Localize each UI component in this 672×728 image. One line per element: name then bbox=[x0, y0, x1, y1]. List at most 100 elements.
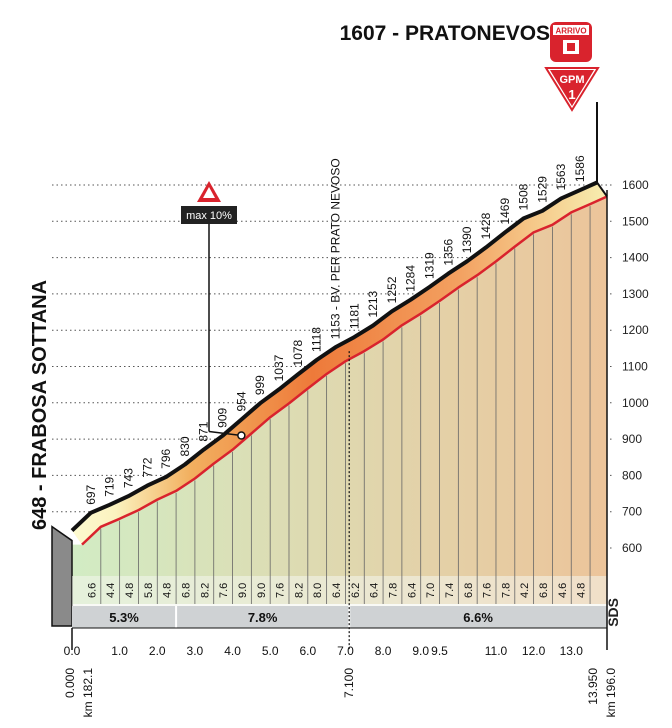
altitude-label: 1213 bbox=[366, 290, 380, 317]
segment-gradient-label: 6.4 bbox=[331, 583, 343, 598]
bottom-label: km 196.0 bbox=[604, 668, 618, 718]
x-tick-label: 1.0 bbox=[111, 644, 128, 658]
axes: 0.0 1.0 2.0 3.0 4.0 5.0 6.0 7.0 8.0 9.0 9.5 11.0 12.… bbox=[63, 190, 618, 717]
finish-badge-label: ARRIVO bbox=[555, 27, 586, 36]
altitude-label: 697 bbox=[84, 484, 98, 504]
y-tick-label: 1300 bbox=[622, 287, 649, 301]
altitude-label: 1153 - BV. PER PRATO NEVOSO bbox=[328, 158, 342, 339]
y-tick-label: 800 bbox=[622, 468, 642, 482]
altitude-label: 871 bbox=[197, 421, 211, 441]
altitude-label: 1284 bbox=[404, 265, 418, 292]
altitude-label: 772 bbox=[140, 457, 154, 477]
max-gradient-badge: max 10% bbox=[181, 181, 246, 440]
y-tick-label: 1000 bbox=[622, 396, 649, 410]
segment-gradient-label: 6.6 bbox=[86, 583, 98, 598]
altitude-label: 1181 bbox=[347, 303, 361, 329]
x-tick-label: 3.0 bbox=[187, 644, 204, 658]
max-badge-box bbox=[181, 206, 237, 224]
segment-gradient-label: 7.8 bbox=[387, 583, 399, 598]
x-tick-label: 0.0 bbox=[64, 644, 81, 658]
bottom-label: 0.000 bbox=[63, 668, 77, 698]
altitude-label: 1469 bbox=[498, 198, 512, 225]
segment-gradient-label: 4.4 bbox=[105, 583, 117, 598]
segment-gradient-label: 6.4 bbox=[369, 583, 381, 598]
altitude-label: 1356 bbox=[441, 239, 455, 266]
segment-gradient-label: 8.2 bbox=[293, 583, 305, 598]
segment-gradient-label: 6.8 bbox=[538, 583, 550, 598]
altitude-label: 1563 bbox=[554, 163, 568, 190]
y-tick-label: 1600 bbox=[622, 178, 649, 192]
gradient-strip bbox=[72, 576, 607, 606]
max-pointer-line bbox=[208, 430, 242, 437]
segment-gradient-label: 6.8 bbox=[180, 583, 192, 598]
segment-gradient-label: 4.6 bbox=[557, 583, 569, 598]
y-tick-label: 1200 bbox=[622, 323, 649, 337]
x-tick-label: 11.0 bbox=[485, 644, 508, 658]
y-tick-label: 900 bbox=[622, 432, 642, 446]
altitude-label: 1078 bbox=[291, 339, 305, 366]
y-tick-label: 1100 bbox=[622, 360, 648, 374]
segment-gradient-label: 8.0 bbox=[312, 583, 324, 598]
altitude-label: 1037 bbox=[272, 354, 286, 381]
finish-flag-glyph-inner bbox=[567, 43, 575, 51]
x-tick-label: 6.0 bbox=[299, 644, 316, 658]
segment-gradient-label: 7.4 bbox=[444, 583, 456, 598]
profile-top-line bbox=[70, 180, 598, 533]
profile-area bbox=[51, 196, 607, 627]
x-tick-label: 9.0 bbox=[412, 644, 429, 658]
altitude-labels: 697 719 743 772 796 830 871 909 954 999 1037 1078 11… bbox=[84, 155, 587, 505]
x-tick-label: 5.0 bbox=[262, 644, 279, 658]
svg-text:648 - FRABOSA SOTTANA: 648 - FRABOSA SOTTANA bbox=[29, 280, 51, 530]
y-tick-label: 600 bbox=[622, 541, 642, 555]
altitude-label: 1529 bbox=[535, 176, 549, 203]
profile-end-cap bbox=[596, 181, 608, 198]
x-tick-label: 7.0 bbox=[337, 644, 354, 658]
profile-fill bbox=[72, 196, 607, 604]
altitude-label: 1118 bbox=[310, 327, 324, 352]
section-bar-bg bbox=[72, 606, 607, 628]
chart-title: 1607 - PRATONEVOSO bbox=[340, 22, 567, 45]
altitude-label: 909 bbox=[216, 407, 230, 427]
altitude-label: 719 bbox=[103, 476, 117, 496]
altitude-label: 1319 bbox=[423, 252, 437, 279]
bottom-label: 7.100 bbox=[342, 668, 356, 698]
finish-flag-strip bbox=[553, 25, 589, 35]
profile-band bbox=[72, 182, 607, 545]
x-tick-label: 2.0 bbox=[149, 644, 166, 658]
altitude-label: 1508 bbox=[517, 183, 531, 210]
segment-gradient-label: 7.8 bbox=[500, 583, 512, 598]
section-average-label: 5.3% bbox=[109, 610, 139, 625]
segment-gradient-label: 6.2 bbox=[350, 583, 362, 598]
segment-gradient-label: 4.8 bbox=[162, 583, 174, 598]
altitude-label: 999 bbox=[253, 375, 267, 395]
segment-gradient-label: 4.8 bbox=[124, 583, 136, 598]
y-tick-label: 1500 bbox=[622, 214, 649, 228]
bottom-label: 13.950 bbox=[586, 668, 600, 705]
gpm-triangle-fill bbox=[550, 70, 594, 106]
segment-gradient-label: 8.2 bbox=[199, 583, 211, 598]
profile-red-line bbox=[81, 195, 608, 546]
max-point bbox=[237, 431, 246, 440]
gpm-category: 1 bbox=[568, 87, 575, 102]
bottom-label: km 182.1 bbox=[81, 668, 95, 718]
altitude-label: 1586 bbox=[573, 155, 587, 182]
segment-gradient-label: 9.0 bbox=[237, 583, 249, 598]
profile-top-band bbox=[70, 180, 608, 546]
segment-gradient-label: 7.0 bbox=[425, 583, 437, 598]
sds-logo: SDS bbox=[605, 598, 621, 627]
segment-gradient-label: 7.6 bbox=[275, 583, 287, 598]
gradient-labels: 6.6 4.4 4.8 5.8 4.8 6.8 8.2 7.6 9.0 9.0 7.6 8.2 8.0 6… bbox=[86, 583, 587, 598]
max-badge-label: max 10% bbox=[186, 210, 232, 222]
warning-triangle-inner bbox=[203, 187, 215, 198]
segment-gradient-label: 6.8 bbox=[463, 583, 475, 598]
gpm-label: GPM bbox=[559, 74, 584, 86]
altitude-label: 954 bbox=[234, 391, 248, 411]
y-tick-label: 700 bbox=[622, 505, 642, 519]
section-average-label: 6.6% bbox=[463, 610, 493, 625]
altitude-label: 1428 bbox=[479, 212, 493, 239]
x-tick-label: 12.0 bbox=[522, 644, 546, 658]
section-bar: 5.3% 7.8% 6.6% bbox=[72, 351, 607, 650]
segment-gradient-label: 4.2 bbox=[519, 583, 531, 598]
